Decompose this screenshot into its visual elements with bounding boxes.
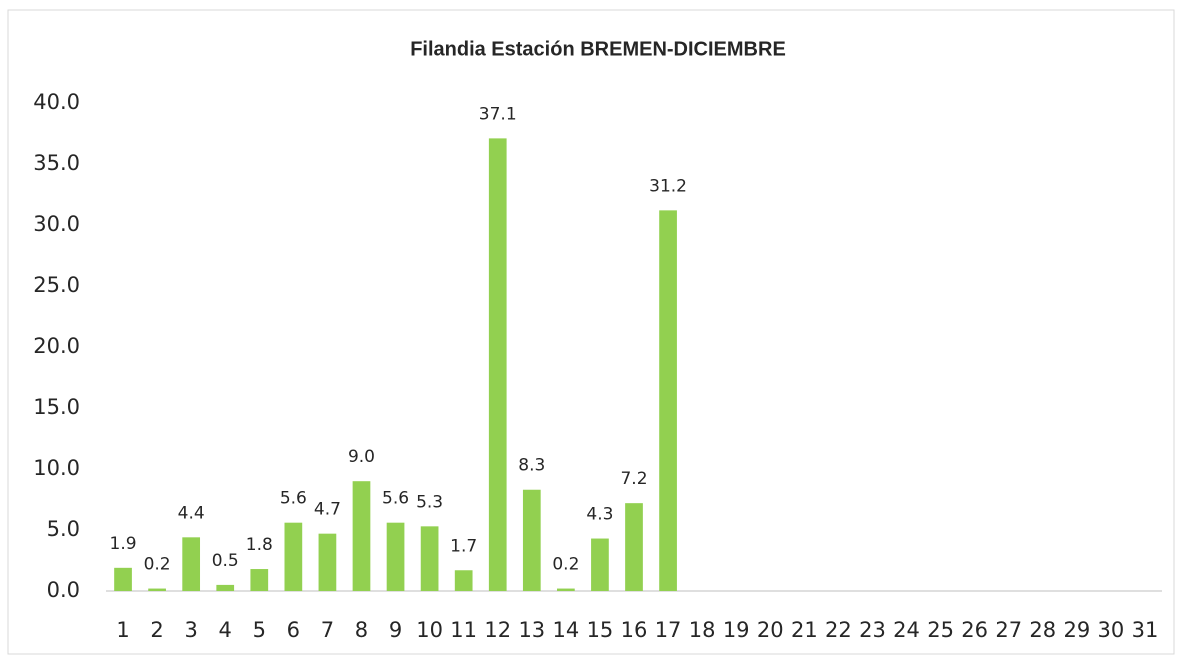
x-tick-label: 18 (689, 618, 716, 642)
x-tick-label: 20 (757, 618, 784, 642)
x-tick-label: 4 (219, 618, 232, 642)
x-tick-label: 16 (621, 618, 648, 642)
x-tick-label: 26 (961, 618, 988, 642)
bar (557, 588, 575, 591)
x-tick-label: 21 (791, 618, 818, 642)
x-tick-label: 2 (150, 618, 163, 642)
y-tick-label: 10.0 (33, 456, 80, 480)
x-tick-label: 10 (416, 618, 443, 642)
y-tick-label: 15.0 (33, 395, 80, 419)
value-label: 1.8 (246, 535, 273, 555)
bar (148, 588, 166, 591)
x-tick-label: 7 (321, 618, 334, 642)
x-tick-label: 15 (587, 618, 614, 642)
x-tick-label: 27 (995, 618, 1022, 642)
bar (386, 522, 405, 591)
value-label: 7.2 (620, 469, 647, 489)
y-tick-label: 20.0 (33, 334, 80, 358)
value-label: 4.7 (314, 500, 341, 520)
bar (284, 522, 303, 591)
value-label: 0.2 (144, 555, 171, 575)
value-label: 31.2 (649, 176, 687, 196)
x-tick-label: 17 (655, 618, 682, 642)
x-tick-label: 31 (1132, 618, 1159, 642)
bar (659, 210, 677, 592)
y-tick-label: 5.0 (47, 517, 80, 541)
x-tick-label: 11 (450, 618, 477, 642)
value-label: 5.6 (382, 489, 409, 509)
bar (182, 537, 201, 591)
y-tick-label: 40.0 (33, 90, 80, 114)
value-label: 0.2 (552, 555, 579, 575)
bar (420, 526, 439, 591)
x-tick-label: 14 (553, 618, 580, 642)
x-tick-label: 12 (484, 618, 511, 642)
x-tick-label: 25 (927, 618, 954, 642)
bar (250, 569, 269, 591)
value-label: 37.1 (479, 104, 517, 124)
x-tick-label: 30 (1098, 618, 1125, 642)
value-label: 1.9 (110, 534, 137, 554)
value-label: 4.4 (178, 503, 205, 523)
bar (625, 503, 643, 591)
y-tick-label: 30.0 (33, 212, 80, 236)
bar (454, 570, 473, 591)
x-tick-label: 5 (253, 618, 266, 642)
y-tick-label: 25.0 (33, 273, 80, 297)
x-tick-label: 9 (389, 618, 402, 642)
x-tick-label: 1 (116, 618, 129, 642)
x-tick-label: 24 (893, 618, 920, 642)
x-tick-label: 8 (355, 618, 368, 642)
bar (591, 538, 609, 591)
value-label: 4.3 (586, 505, 613, 525)
chart-border (7, 9, 1175, 655)
x-tick-label: 22 (825, 618, 852, 642)
bar (216, 584, 235, 591)
x-tick-label: 23 (859, 618, 886, 642)
y-tick-label: 0.0 (47, 578, 80, 602)
x-tick-label: 19 (723, 618, 750, 642)
bar (318, 533, 337, 591)
bar (488, 138, 507, 591)
y-tick-label: 35.0 (33, 151, 80, 175)
value-label: 1.7 (450, 536, 477, 556)
value-label: 9.0 (348, 447, 375, 467)
x-tick-label: 6 (287, 618, 300, 642)
x-tick-label: 28 (1029, 618, 1056, 642)
x-tick-label: 13 (518, 618, 545, 642)
bar (352, 481, 371, 591)
x-tick-label: 29 (1063, 618, 1090, 642)
x-tick-label: 3 (184, 618, 197, 642)
value-label: 8.3 (518, 456, 545, 476)
value-label: 5.3 (416, 492, 443, 512)
bar (522, 489, 541, 591)
value-label: 5.6 (280, 489, 307, 509)
chart-title: Filandia Estación BREMEN-DICIEMBRE (410, 38, 786, 60)
value-label: 0.5 (212, 551, 239, 571)
bar (114, 567, 132, 591)
